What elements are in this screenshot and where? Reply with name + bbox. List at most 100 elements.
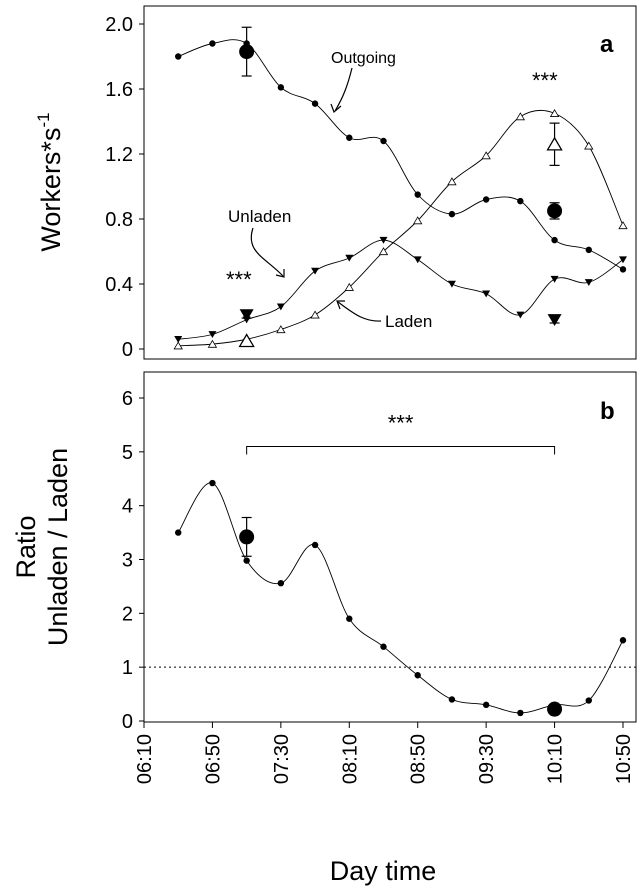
- outgoing-label: Outgoing: [331, 50, 396, 67]
- outgoing-point: [482, 196, 490, 203]
- laden-point: [276, 325, 286, 334]
- panel-b-letter: b: [600, 398, 615, 425]
- panel-a-y-label: Workers*s-1: [34, 112, 66, 251]
- x-axis-label: Day time: [330, 856, 437, 886]
- laden-point: [310, 310, 320, 319]
- unladen-point: [345, 254, 354, 262]
- panel-b-frame: [143, 371, 637, 723]
- unladen-point: [584, 279, 593, 286]
- ratio-mean-point: [547, 701, 563, 717]
- unladen-point: [619, 256, 627, 264]
- ratio-point: [243, 557, 250, 564]
- ratio-point: [619, 637, 627, 644]
- panel-a-y-tick-label: 1.6: [105, 79, 133, 101]
- unladen-point: [482, 290, 491, 298]
- ratio-point: [585, 697, 592, 704]
- outgoing-mean-point: [239, 44, 255, 60]
- laden-label: Laden: [385, 312, 432, 331]
- laden-point: [515, 112, 526, 121]
- panel-a-y-tick-label: 0.4: [105, 274, 133, 296]
- outgoing-point: [585, 246, 592, 254]
- unladen-point: [174, 336, 183, 343]
- significance-bracket-line: [246, 445, 556, 455]
- unladen-point: [413, 256, 422, 264]
- laden-mean-point: [546, 136, 563, 151]
- panel-a-frame: [143, 5, 637, 360]
- outgoing-point: [175, 53, 182, 60]
- laden-point: [207, 339, 218, 348]
- laden-point: [549, 108, 560, 117]
- ratio-point: [380, 643, 387, 650]
- outgoing-point: [346, 134, 353, 141]
- outgoing-point: [209, 40, 216, 47]
- panel-b-y-tick-label: 6: [122, 388, 133, 410]
- ratio-point: [482, 701, 490, 709]
- laden-point: [618, 221, 628, 230]
- panel-b-y-tick-label: 1: [122, 657, 133, 679]
- panel-b-y-tick-label: 5: [122, 442, 133, 464]
- x-tick-label: 09:30: [476, 734, 498, 784]
- panel-b-y-tick-label: 2: [122, 603, 133, 625]
- laden-arrowhead: [336, 300, 345, 310]
- laden-point: [344, 282, 354, 291]
- outgoing-point: [380, 137, 387, 145]
- x-tick-label: 06:50: [202, 734, 224, 784]
- x-tick-label: 08:10: [339, 734, 361, 784]
- ratio-point: [311, 541, 319, 549]
- laden-point: [584, 141, 594, 150]
- panel-b-y-axis: 0 1 2 3 4 5 6: [122, 388, 144, 733]
- panel-a-letter: a: [600, 31, 614, 58]
- x-tick-label: 06:10: [134, 734, 156, 784]
- outgoing-point: [517, 197, 524, 205]
- ratio-point: [277, 579, 285, 587]
- outgoing-arrowhead: [330, 103, 342, 114]
- x-tick-label: 10:10: [545, 734, 567, 784]
- significance-bracket: ***: [246, 410, 556, 455]
- significance-bracket-label: ***: [388, 410, 414, 435]
- unladen-mean-point: [239, 309, 254, 322]
- unladen-point: [447, 280, 456, 288]
- panel-b-marks: [175, 479, 627, 717]
- panel-b-y-tick-label: 0: [122, 711, 133, 733]
- laden-arrow: [337, 301, 382, 322]
- x-tick-label: 07:30: [271, 734, 293, 784]
- unladen-point: [311, 267, 320, 275]
- panel-b-y-tick-label: 4: [122, 496, 133, 518]
- ratio-point: [209, 479, 216, 487]
- unladen-point: [379, 236, 388, 244]
- panel-b-means: [239, 516, 563, 717]
- panel-b-y-tick-label: 3: [122, 550, 133, 572]
- panel-a-y-tick-label: 0.8: [105, 209, 133, 231]
- unladen-label: Unladen: [228, 207, 291, 226]
- outgoing-point: [619, 266, 627, 273]
- ratio-point: [448, 696, 456, 703]
- ratio-point: [517, 709, 524, 717]
- laden-point: [173, 341, 183, 350]
- unladen-arrow: [250, 227, 284, 277]
- panel-a-y-axis: 0 0.4 0.8 1.2 1.6 2.0: [105, 14, 144, 361]
- outgoing-arrow: [334, 67, 353, 112]
- laden-point: [447, 177, 457, 186]
- x-axis: 06:10 06:50 07:30 08:10 08:50 09:30 10:10 10:50: [134, 722, 635, 784]
- x-tick-label: 10:50: [613, 734, 635, 784]
- outgoing-point: [414, 191, 421, 198]
- significance-late: ***: [532, 68, 558, 93]
- panel-b: 0 1 2 3 4 5 6 *** b Ratio Unladen / Laden 06:1…: [11, 371, 637, 784]
- ratio-point: [175, 529, 182, 536]
- panel-b-y-label-line1: Ratio: [11, 515, 41, 578]
- panel-a-means: [238, 26, 563, 348]
- panel-a-y-tick-label: 0: [122, 339, 133, 361]
- unladen-mean-point: [547, 314, 562, 327]
- laden-mean-point: [238, 333, 255, 348]
- outgoing-point: [311, 100, 319, 107]
- outgoing-point: [551, 236, 558, 244]
- laden-point: [481, 151, 491, 160]
- x-tick-label: 08:50: [408, 734, 430, 784]
- ratio-mean-point: [239, 529, 255, 545]
- unladen-point: [516, 311, 525, 319]
- unladen-point: [208, 331, 217, 338]
- panel-a: 0 0.4 0.8 1.2 1.6 2.0 a Outgoing Unladen Lade…: [34, 5, 637, 361]
- panel-b-y-label-line2: Unladen / Laden: [43, 448, 73, 646]
- unladen-arrowhead: [275, 269, 285, 278]
